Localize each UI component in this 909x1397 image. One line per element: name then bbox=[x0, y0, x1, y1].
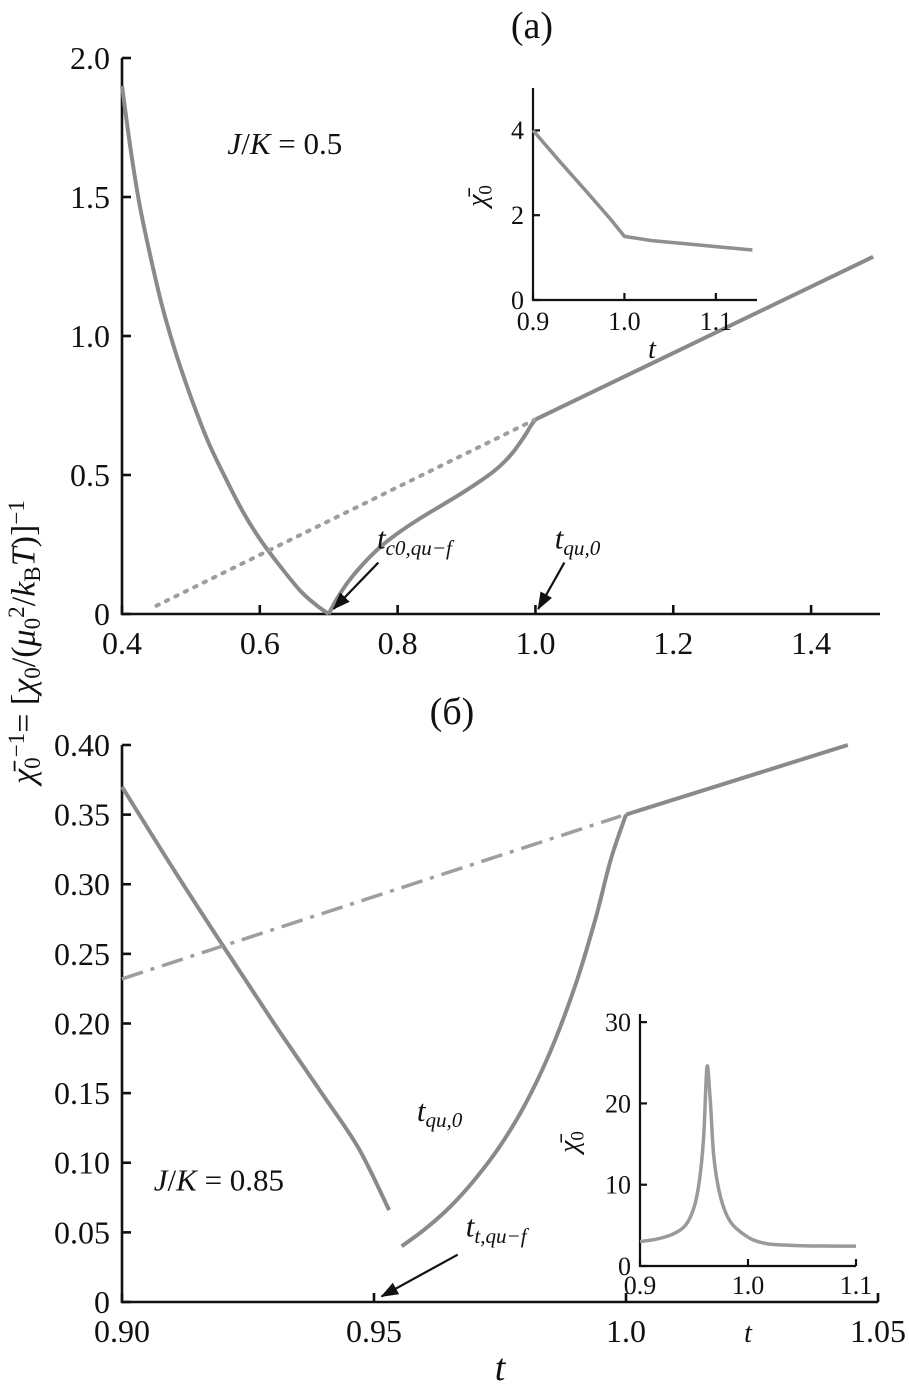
ferro-descending-branch bbox=[120, 785, 391, 1211]
panel-a-x-tick-label: 1.2 bbox=[653, 625, 693, 661]
para-linear-branch bbox=[534, 254, 874, 422]
panel-a-x-tick-label: 0.8 bbox=[378, 625, 418, 661]
ferro-descending-branch bbox=[120, 85, 330, 616]
quasi-recovery-branch bbox=[326, 418, 538, 615]
annotation-t-qu-0-arrow bbox=[537, 562, 566, 610]
panel-b-y-tick-label: 0.30 bbox=[54, 866, 110, 902]
panel-b-inset-x-axis-label: t bbox=[744, 1318, 753, 1349]
panel-b-inset-y-tick-label: 10 bbox=[605, 1171, 631, 1200]
panel-b-plot: 0.90 0.95 1.0 1.0500.050.100.150.200.250.30… bbox=[54, 727, 906, 1349]
annotation-t-qu-0: tqu,0 bbox=[555, 521, 601, 560]
panel-a-inset-x-tick-label: 1.0 bbox=[608, 307, 641, 336]
panel-a-x-tick-label: 0.4 bbox=[102, 625, 142, 661]
shared-x-axis-label: t bbox=[494, 1347, 506, 1389]
panel-a-title: (a) bbox=[510, 5, 554, 47]
panel-a-x-tick-label: 1.4 bbox=[791, 625, 831, 661]
annotation-t-t-qu-f-arrow bbox=[380, 1253, 459, 1298]
panel-a-inset-x-axis-label: t bbox=[648, 334, 657, 365]
panel-b-inset-y-tick-label: 30 bbox=[605, 1008, 631, 1037]
panel-b-y-tick-label: 0.15 bbox=[54, 1075, 110, 1111]
panel-b-inset-x-tick-label: 0.9 bbox=[624, 1271, 657, 1300]
panel-a-y-tick-label: 2.0 bbox=[70, 40, 110, 76]
panel-b-x-tick-label: 0.90 bbox=[94, 1313, 150, 1349]
annotation-t-t-qu-f: tt,qu−f bbox=[466, 1209, 530, 1248]
panel-a-inset-x-tick-label: 1.1 bbox=[700, 307, 733, 336]
panel-b-inset-x-tick-label: 1.1 bbox=[840, 1271, 873, 1300]
panel-a-inset-y-axis-label: χ̄0 bbox=[462, 185, 497, 210]
shared-y-axis-label: χ̄0−1= [χ0/(μ02/kBT)]−1 bbox=[4, 500, 47, 784]
panel-b-y-tick-label: 0 bbox=[94, 1284, 110, 1320]
panel-b-y-tick-label: 0.35 bbox=[54, 797, 110, 833]
annotation-t-c0-qu-f-arrow bbox=[332, 561, 380, 610]
panel-b-y-tick-label: 0.25 bbox=[54, 936, 110, 972]
panel-a-x-tick-label: 1.0 bbox=[515, 625, 555, 661]
panel-a-inset-x-tick-label: 0.9 bbox=[517, 307, 550, 336]
panel-b-y-tick-label: 0.20 bbox=[54, 1005, 110, 1041]
panel-b-inset-y-tick-label: 0 bbox=[618, 1252, 631, 1281]
panel-b-x-tick-label: 1.0 bbox=[606, 1313, 646, 1349]
panel-a-plot: 0.4 0.6 0.8 1.0 1.2 1.4 0 0.5 1.0 1.5 2.0 tc0,qu−f t… bbox=[70, 40, 880, 661]
panel-a-inset-axes bbox=[531, 88, 757, 302]
annotation-t-qu-0: tqu,0 bbox=[417, 1093, 463, 1132]
panel-a-y-tick-label: 0 bbox=[94, 596, 110, 632]
panel-a-x-tick-label: 0.6 bbox=[240, 625, 280, 661]
annotation-t-c0-qu-f: tc0,qu−f bbox=[377, 521, 455, 560]
panel-b-inset-x-tick-label: 1.0 bbox=[732, 1271, 765, 1300]
para-linear-branch bbox=[625, 743, 849, 817]
panel-a-y-tick-label: 1.5 bbox=[70, 179, 110, 215]
panel-a-inset-y-tick-label: 2 bbox=[511, 201, 524, 230]
extrapolated-dotted-line bbox=[154, 418, 537, 608]
quasi-rising-branch bbox=[400, 813, 628, 1248]
panel-b-inset-y-tick-label: 20 bbox=[605, 1089, 631, 1118]
panel-b-inset-axes bbox=[638, 1014, 856, 1268]
inset-susceptibility-peak bbox=[639, 1064, 857, 1248]
panel-b-axes bbox=[120, 745, 878, 1304]
panel-b-y-tick-label: 0.05 bbox=[54, 1214, 110, 1250]
panel-b-title: (б) bbox=[429, 691, 475, 733]
panel-a-inset-y-tick-label: 0 bbox=[511, 286, 524, 315]
panel-b-x-tick-label: 1.05 bbox=[850, 1313, 906, 1349]
panel-b-inset-y-axis-label: χ̄0 bbox=[554, 1131, 589, 1156]
parameter-label: J/K = 0.5 bbox=[227, 126, 342, 161]
panel-b-y-tick-label: 0.10 bbox=[54, 1145, 110, 1181]
extrapolated-dash-dot-line bbox=[121, 814, 622, 981]
panel-b-y-tick-label: 0.40 bbox=[54, 727, 110, 763]
panel-a-inset-y-tick-label: 4 bbox=[511, 116, 524, 145]
inset-susceptibility-curve bbox=[531, 129, 753, 252]
panel-a-y-tick-label: 1.0 bbox=[70, 318, 110, 354]
panel-b-x-tick-label: 0.95 bbox=[346, 1313, 402, 1349]
parameter-label: J/K = 0.85 bbox=[154, 1163, 284, 1198]
panel-a-y-tick-label: 0.5 bbox=[70, 457, 110, 493]
